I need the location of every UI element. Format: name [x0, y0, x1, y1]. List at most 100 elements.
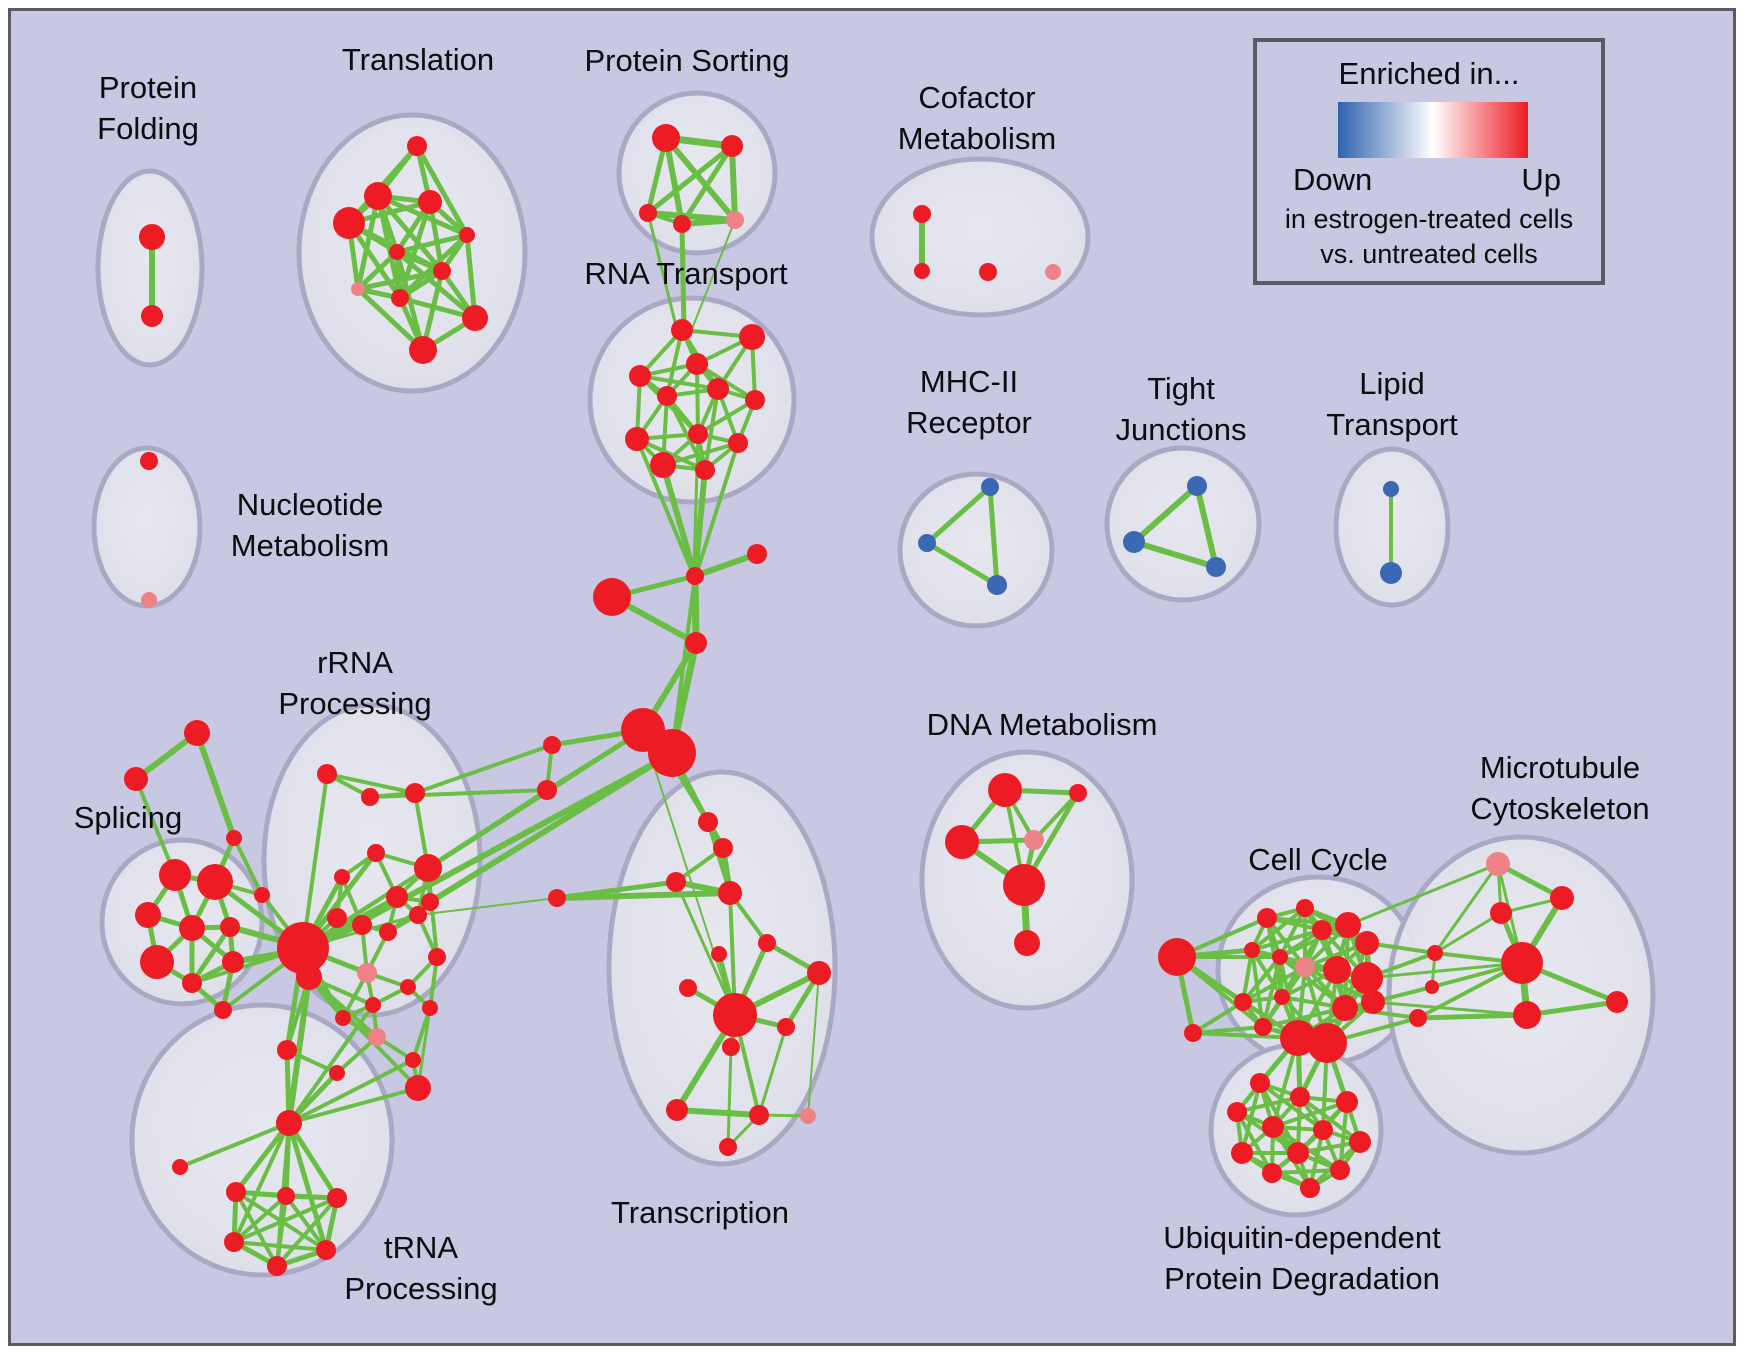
- cluster-rrna-processing-node: [414, 854, 442, 882]
- cluster-transcription-node: [800, 1108, 816, 1124]
- cluster-translation-node: [418, 190, 442, 214]
- cluster-transcription-edge: [674, 880, 737, 1017]
- cluster-microtubule-cytoskeleton-edge: [1524, 999, 1620, 1018]
- cluster-cell-cycle-node: [1257, 908, 1277, 928]
- inter-cluster-edge: [287, 1086, 420, 1125]
- cluster-mhc-ii-receptor-label: MHC-II Receptor: [906, 364, 1032, 440]
- inter-cluster-edge: [695, 441, 740, 574]
- cluster-mhc-ii-receptor-edge: [924, 484, 993, 546]
- cluster-connectors-node: [685, 632, 707, 654]
- cluster-ubiquitin-degradation-node: [1290, 1087, 1310, 1107]
- cluster-rna-transport-node: [650, 452, 676, 478]
- cluster-transcription-node: [679, 979, 697, 997]
- cluster-protein-sorting-edge: [663, 135, 685, 227]
- cluster-translation-node: [364, 182, 392, 210]
- cluster-ubiquitin-degradation-label: Ubiquitin-dependent Protein Degradation: [1163, 1220, 1441, 1296]
- cluster-rrna-processing-node: [335, 1010, 351, 1026]
- cluster-rna-transport-node: [688, 424, 708, 444]
- cluster-trna-processing-edge: [232, 1194, 288, 1244]
- cluster-microtubule-cytoskeleton-node: [1501, 942, 1543, 984]
- cluster-lipid-transport-node: [1383, 481, 1399, 497]
- cluster-translation-node: [391, 289, 409, 307]
- cluster-rrna-processing-node: [317, 764, 337, 784]
- cluster-splicing-node: [140, 945, 174, 979]
- cluster-connectors-node: [686, 567, 704, 585]
- cluster-transcription-node: [777, 1018, 795, 1036]
- cluster-splicing-node: [220, 917, 240, 937]
- cluster-trna-processing-edge: [275, 1196, 339, 1268]
- cluster-translation-edge: [355, 268, 445, 292]
- cluster-microtubule-cytoskeleton-node: [1606, 991, 1628, 1013]
- cluster-cell-cycle-node: [1323, 956, 1351, 984]
- inter-cluster-edge: [417, 897, 558, 916]
- cluster-rna-transport-node: [707, 378, 729, 400]
- cluster-translation-edge: [355, 249, 400, 292]
- cluster-mhc-ii-receptor-node: [981, 478, 999, 496]
- cluster-cell-cycle-node: [1335, 912, 1361, 938]
- legend-down-label: Down: [1293, 162, 1373, 197]
- legend-subline-2: vs. untreated cells: [1320, 239, 1538, 270]
- cluster-rrna-processing-edge: [416, 1006, 432, 1090]
- cluster-rrna-processing-edge: [426, 866, 439, 959]
- cluster-cell-cycle-node: [1355, 931, 1379, 955]
- cluster-rrna-processing-node: [327, 908, 347, 928]
- cluster-ubiquitin-degradation-node: [1250, 1073, 1270, 1093]
- inter-cluster-edge: [1433, 911, 1503, 955]
- inter-cluster-edge: [692, 467, 708, 579]
- cluster-cell-cycle-edge: [1261, 1006, 1347, 1029]
- cluster-dna-metabolism-node: [945, 825, 979, 859]
- cluster-rrna-processing-node: [357, 963, 377, 983]
- cluster-connectors-node: [1427, 945, 1443, 961]
- cluster-protein-folding-label: Protein Folding: [97, 70, 199, 146]
- cluster-rrna-processing-node: [277, 1040, 297, 1060]
- cluster-translation-edge: [414, 143, 470, 238]
- cluster-splicing-label: Splicing: [74, 800, 183, 835]
- cluster-translation-edge: [464, 232, 478, 321]
- cluster-cell-cycle-edge: [1241, 965, 1307, 1004]
- cluster-cofactor-metabolism-ellipse: [869, 156, 1091, 318]
- cluster-cell-cycle-edge: [1191, 1025, 1265, 1035]
- cluster-translation-edge: [397, 232, 470, 301]
- cluster-protein-folding-node: [139, 224, 165, 250]
- inter-cluster-edge: [554, 890, 733, 901]
- cluster-ubiquitin-degradation-node: [1313, 1120, 1333, 1140]
- cluster-rna-transport-edge: [703, 387, 720, 472]
- cluster-ubiquitin-degradation-node: [1336, 1091, 1358, 1113]
- cluster-microtubule-cytoskeleton-node: [1513, 1001, 1541, 1029]
- cluster-cofactor-metabolism-node: [979, 263, 997, 281]
- cluster-rrna-processing-node: [405, 783, 425, 803]
- cluster-rrna-processing-node: [296, 964, 322, 990]
- cluster-dna-metabolism-label: DNA Metabolism: [927, 707, 1158, 742]
- inter-cluster-edge: [1433, 862, 1500, 955]
- cluster-translation-node: [409, 336, 437, 364]
- legend-subline-1: in estrogen-treated cells: [1284, 204, 1574, 234]
- cluster-cell-cycle-edge: [1250, 906, 1307, 952]
- cluster-translation-edge: [394, 232, 470, 255]
- cluster-ubiquitin-degradation-edge: [1271, 1100, 1349, 1129]
- cluster-translation-edge: [355, 286, 426, 353]
- cluster-rna-transport-node: [625, 427, 649, 451]
- cluster-connectors-node: [593, 578, 631, 616]
- cluster-trna-processing-node: [172, 1159, 188, 1175]
- cluster-rna-transport-node: [686, 353, 708, 375]
- cluster-rna-transport-label: RNA Transport: [584, 256, 788, 291]
- cluster-rna-transport-node: [657, 386, 677, 406]
- cluster-cell-cycle-node: [1272, 949, 1288, 965]
- cluster-cofactor-metabolism-node: [913, 205, 931, 223]
- cluster-tight-junctions-edge: [1131, 483, 1200, 545]
- cluster-rna-transport-edge: [638, 374, 720, 391]
- cluster-rrna-processing-node: [422, 1000, 438, 1016]
- cluster-splicing-node: [159, 859, 191, 891]
- cluster-tight-junctions-node: [1123, 531, 1145, 553]
- cluster-splicing-node: [135, 902, 161, 928]
- inter-cluster-edge: [679, 221, 687, 335]
- cluster-cell-cycle-edge: [1241, 955, 1282, 1004]
- cluster-cell-cycle-node: [1274, 989, 1290, 1005]
- cluster-transcription-node: [719, 1138, 737, 1156]
- cluster-rrna-processing-node: [405, 1075, 431, 1101]
- cluster-trna-processing-edge: [178, 1121, 291, 1169]
- cluster-transcription-edge: [807, 972, 820, 1117]
- cluster-cell-cycle-node: [1351, 962, 1383, 994]
- cluster-connectors-node: [254, 887, 270, 903]
- cluster-trna-processing-edge: [232, 1121, 291, 1244]
